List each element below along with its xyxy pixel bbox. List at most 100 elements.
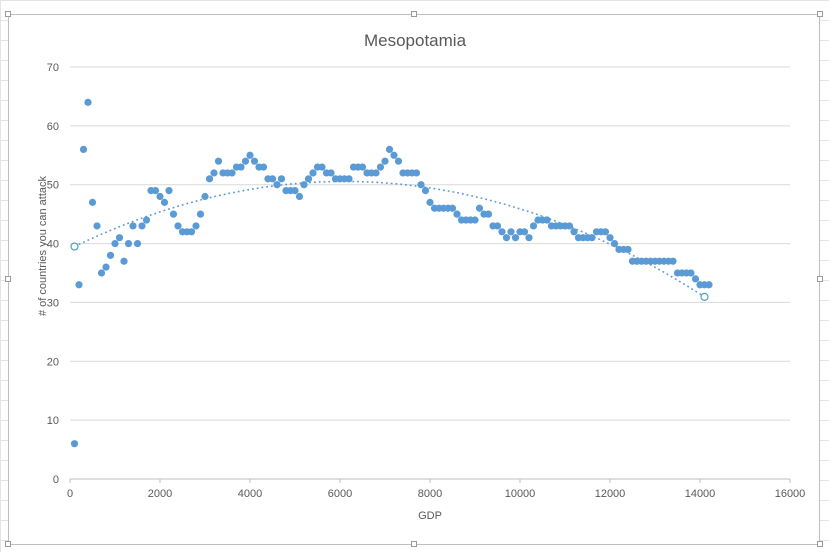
resize-handle-top-right[interactable] <box>817 11 823 17</box>
data-point[interactable] <box>448 204 457 212</box>
chart-area[interactable] <box>8 14 820 545</box>
data-point[interactable] <box>601 228 610 236</box>
resize-handle-top[interactable] <box>411 11 417 17</box>
data-point[interactable] <box>291 187 299 195</box>
trendline-end-handle[interactable] <box>700 292 709 301</box>
data-point[interactable] <box>174 222 182 230</box>
data-point[interactable] <box>376 163 385 171</box>
chart-title[interactable]: Mesopotamia <box>364 31 467 50</box>
data-point[interactable] <box>120 257 128 265</box>
data-point[interactable] <box>250 157 259 165</box>
resize-handle-right[interactable] <box>817 276 823 282</box>
data-point[interactable] <box>129 222 137 230</box>
data-point[interactable] <box>606 234 614 242</box>
data-point[interactable] <box>241 157 250 165</box>
data-point[interactable] <box>471 216 479 224</box>
data-point[interactable] <box>358 163 367 171</box>
data-point[interactable] <box>610 239 619 248</box>
data-point[interactable] <box>246 151 254 159</box>
data-point[interactable] <box>138 222 146 230</box>
data-point[interactable] <box>381 157 389 165</box>
data-point[interactable] <box>318 163 326 171</box>
data-point[interactable] <box>327 169 335 177</box>
data-point[interactable] <box>93 222 101 230</box>
data-point[interactable] <box>687 269 695 277</box>
data-point[interactable] <box>277 175 286 183</box>
data-point[interactable] <box>624 245 632 254</box>
data-point[interactable] <box>259 163 268 171</box>
data-point[interactable] <box>691 275 700 283</box>
y-axis-label[interactable]: # of countries you can attack <box>37 175 49 316</box>
x-axis-label[interactable]: GDP <box>418 510 442 522</box>
data-point[interactable] <box>165 187 173 195</box>
data-point[interactable] <box>705 281 713 289</box>
data-point[interactable] <box>520 228 529 236</box>
resize-handle-bottom-left[interactable] <box>5 541 11 547</box>
data-point[interactable] <box>525 234 533 242</box>
data-point[interactable] <box>385 145 394 153</box>
data-point[interactable] <box>115 234 124 242</box>
data-point[interactable] <box>169 210 178 218</box>
data-point[interactable] <box>295 192 304 201</box>
data-point[interactable] <box>372 169 380 177</box>
data-point[interactable] <box>156 192 164 201</box>
data-point[interactable] <box>151 187 160 195</box>
resize-handle-bottom-right[interactable] <box>817 541 823 547</box>
y-tick-label: 40 <box>47 239 59 251</box>
data-point[interactable] <box>228 169 236 177</box>
data-point[interactable] <box>502 234 511 242</box>
data-point[interactable] <box>529 222 538 230</box>
resize-handle-left[interactable] <box>5 276 11 282</box>
data-point[interactable] <box>75 281 83 289</box>
data-point[interactable] <box>160 198 169 206</box>
data-point[interactable] <box>300 181 308 189</box>
data-point[interactable] <box>453 210 461 218</box>
data-point[interactable] <box>498 228 506 236</box>
data-point[interactable] <box>124 239 133 248</box>
data-point[interactable] <box>507 228 515 236</box>
data-point[interactable] <box>111 239 119 248</box>
data-point[interactable] <box>187 228 196 236</box>
data-point[interactable] <box>237 163 245 171</box>
data-point[interactable] <box>426 198 434 206</box>
data-point[interactable] <box>201 192 209 201</box>
data-point[interactable] <box>88 198 97 206</box>
data-point[interactable] <box>304 175 313 183</box>
data-point[interactable] <box>70 440 79 448</box>
data-point[interactable] <box>421 187 430 195</box>
data-point[interactable] <box>133 239 142 248</box>
data-points[interactable] <box>70 98 713 448</box>
data-point[interactable] <box>475 204 484 212</box>
data-point[interactable] <box>273 181 281 189</box>
resize-handle-bottom[interactable] <box>411 541 417 547</box>
data-point[interactable] <box>192 222 200 230</box>
data-point[interactable] <box>210 169 218 177</box>
data-point[interactable] <box>493 222 502 230</box>
data-point[interactable] <box>345 175 353 183</box>
resize-handle-top-left[interactable] <box>5 11 11 17</box>
data-point[interactable] <box>588 234 596 242</box>
data-point[interactable] <box>106 251 115 259</box>
data-point[interactable] <box>570 228 578 236</box>
data-point[interactable] <box>102 263 110 271</box>
data-point[interactable] <box>142 216 151 224</box>
data-point[interactable] <box>484 210 493 218</box>
data-point[interactable] <box>394 157 403 165</box>
trendline[interactable] <box>74 180 705 298</box>
data-point[interactable] <box>309 169 317 177</box>
data-point[interactable] <box>196 210 205 218</box>
data-point[interactable] <box>268 175 277 183</box>
trendline-start-handle[interactable] <box>70 242 79 251</box>
data-point[interactable] <box>511 234 520 242</box>
data-point[interactable] <box>412 169 421 177</box>
data-point[interactable] <box>669 257 677 265</box>
data-point[interactable] <box>214 157 223 165</box>
data-point[interactable] <box>543 216 551 224</box>
data-point[interactable] <box>205 175 214 183</box>
data-point[interactable] <box>565 222 574 230</box>
data-point[interactable] <box>79 145 88 153</box>
data-point[interactable] <box>84 98 92 106</box>
data-point[interactable] <box>417 181 425 189</box>
data-point[interactable] <box>390 151 398 159</box>
data-point[interactable] <box>97 269 106 277</box>
